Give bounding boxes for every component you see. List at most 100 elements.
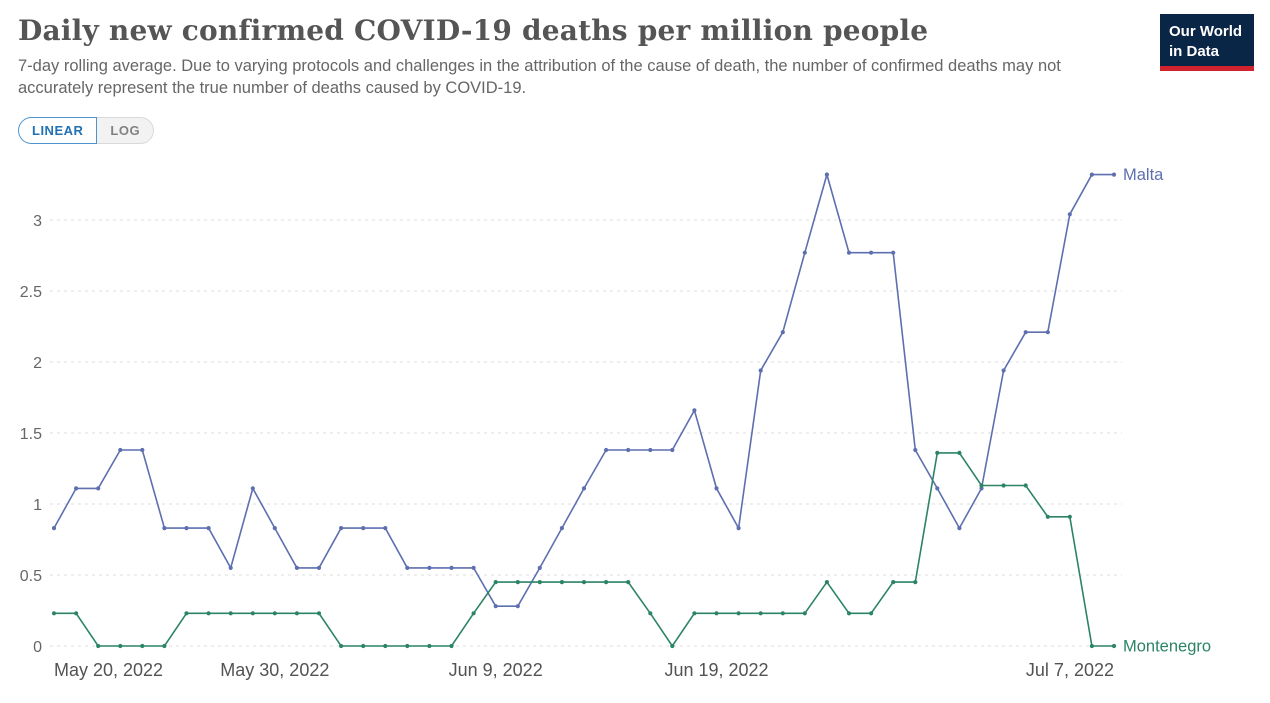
data-point[interactable] — [250, 611, 255, 616]
data-point[interactable] — [74, 611, 79, 616]
data-point[interactable] — [869, 611, 874, 616]
data-point[interactable] — [935, 486, 940, 491]
data-point[interactable] — [581, 580, 587, 585]
linear-scale-button[interactable]: LINEAR — [18, 117, 98, 145]
chart-svg[interactable]: 0 0.5 1 1.5 2 2.5 3 May 20, 2022 May 30, 2022 Jun… — [4, 152, 1264, 692]
data-point[interactable] — [118, 644, 123, 649]
data-point[interactable] — [316, 611, 322, 616]
data-point[interactable] — [361, 526, 366, 531]
data-point[interactable] — [228, 565, 233, 571]
data-point[interactable] — [339, 644, 344, 649]
data-point[interactable] — [1067, 514, 1072, 520]
data-point[interactable] — [1045, 514, 1050, 520]
data-point[interactable] — [648, 448, 653, 453]
data-point[interactable] — [493, 604, 498, 609]
data-point[interactable] — [846, 250, 852, 255]
data-point[interactable] — [979, 483, 984, 488]
data-point[interactable] — [140, 644, 145, 649]
data-point[interactable] — [559, 526, 565, 531]
data-point[interactable] — [206, 611, 211, 616]
data-point[interactable] — [51, 526, 57, 531]
data-point[interactable] — [405, 644, 410, 649]
data-point[interactable] — [979, 486, 984, 491]
data-point[interactable] — [648, 611, 653, 616]
data-point[interactable] — [780, 330, 785, 335]
data-point[interactable] — [427, 565, 432, 571]
data-point[interactable] — [913, 448, 918, 453]
data-point[interactable] — [957, 526, 962, 531]
data-point[interactable] — [294, 611, 299, 616]
data-point[interactable] — [339, 526, 344, 531]
data-point[interactable] — [714, 611, 719, 616]
data-point[interactable] — [515, 580, 520, 585]
data-point[interactable] — [891, 250, 896, 255]
data-point[interactable] — [272, 611, 277, 616]
data-point[interactable] — [184, 611, 189, 616]
data-point[interactable] — [824, 580, 830, 585]
data-point[interactable] — [96, 644, 101, 649]
data-point[interactable] — [1111, 644, 1117, 649]
data-point[interactable] — [515, 604, 520, 609]
data-point[interactable] — [604, 580, 609, 585]
data-point[interactable] — [162, 526, 167, 531]
data-point[interactable] — [891, 580, 896, 585]
data-point[interactable] — [449, 565, 454, 571]
data-point[interactable] — [802, 611, 807, 616]
data-point[interactable] — [228, 611, 233, 616]
data-point[interactable] — [802, 250, 807, 255]
data-point[interactable] — [1023, 483, 1028, 488]
data-point[interactable] — [913, 580, 918, 585]
data-point[interactable] — [361, 644, 366, 649]
data-point[interactable] — [140, 448, 145, 453]
data-point[interactable] — [626, 448, 631, 453]
data-point[interactable] — [1023, 330, 1028, 335]
data-point[interactable] — [869, 250, 874, 255]
data-point[interactable] — [1001, 483, 1006, 488]
data-point[interactable] — [780, 611, 785, 616]
data-point[interactable] — [692, 611, 697, 616]
data-point[interactable] — [537, 565, 542, 571]
data-point[interactable] — [471, 611, 476, 616]
data-point[interactable] — [626, 580, 631, 585]
data-point[interactable] — [559, 580, 565, 585]
log-scale-button[interactable]: LOG — [97, 117, 155, 145]
data-point[interactable] — [957, 450, 962, 456]
data-point[interactable] — [1089, 644, 1094, 649]
data-point[interactable] — [51, 611, 57, 616]
data-point[interactable] — [1111, 172, 1117, 177]
data-point[interactable] — [74, 486, 79, 491]
data-point[interactable] — [714, 486, 719, 491]
data-point[interactable] — [1001, 368, 1006, 373]
data-point[interactable] — [692, 408, 697, 413]
data-point[interactable] — [96, 486, 101, 491]
data-point[interactable] — [250, 486, 255, 491]
data-point[interactable] — [758, 368, 763, 373]
data-point[interactable] — [1045, 330, 1050, 335]
data-point[interactable] — [471, 565, 476, 571]
data-point[interactable] — [184, 526, 189, 531]
data-point[interactable] — [670, 448, 675, 453]
data-point[interactable] — [294, 565, 299, 571]
data-point[interactable] — [118, 448, 123, 453]
data-point[interactable] — [162, 644, 167, 649]
data-point[interactable] — [405, 565, 410, 571]
data-point[interactable] — [670, 644, 675, 649]
data-point[interactable] — [206, 526, 211, 531]
line-chart[interactable]: 0 0.5 1 1.5 2 2.5 3 May 20, 2022 May 30, 2022 Jun… — [4, 152, 1270, 697]
data-point[interactable] — [493, 580, 498, 585]
data-point[interactable] — [846, 611, 852, 616]
data-point[interactable] — [604, 448, 609, 453]
data-point[interactable] — [1067, 212, 1072, 217]
data-point[interactable] — [935, 450, 940, 456]
data-point[interactable] — [316, 565, 322, 571]
data-point[interactable] — [383, 644, 388, 649]
data-point[interactable] — [427, 644, 432, 649]
data-point[interactable] — [824, 172, 830, 177]
data-point[interactable] — [758, 611, 763, 616]
data-point[interactable] — [272, 526, 277, 531]
data-point[interactable] — [1089, 172, 1094, 177]
data-point[interactable] — [383, 526, 388, 531]
data-point[interactable] — [537, 580, 542, 585]
data-point[interactable] — [736, 611, 741, 616]
data-point[interactable] — [449, 644, 454, 649]
